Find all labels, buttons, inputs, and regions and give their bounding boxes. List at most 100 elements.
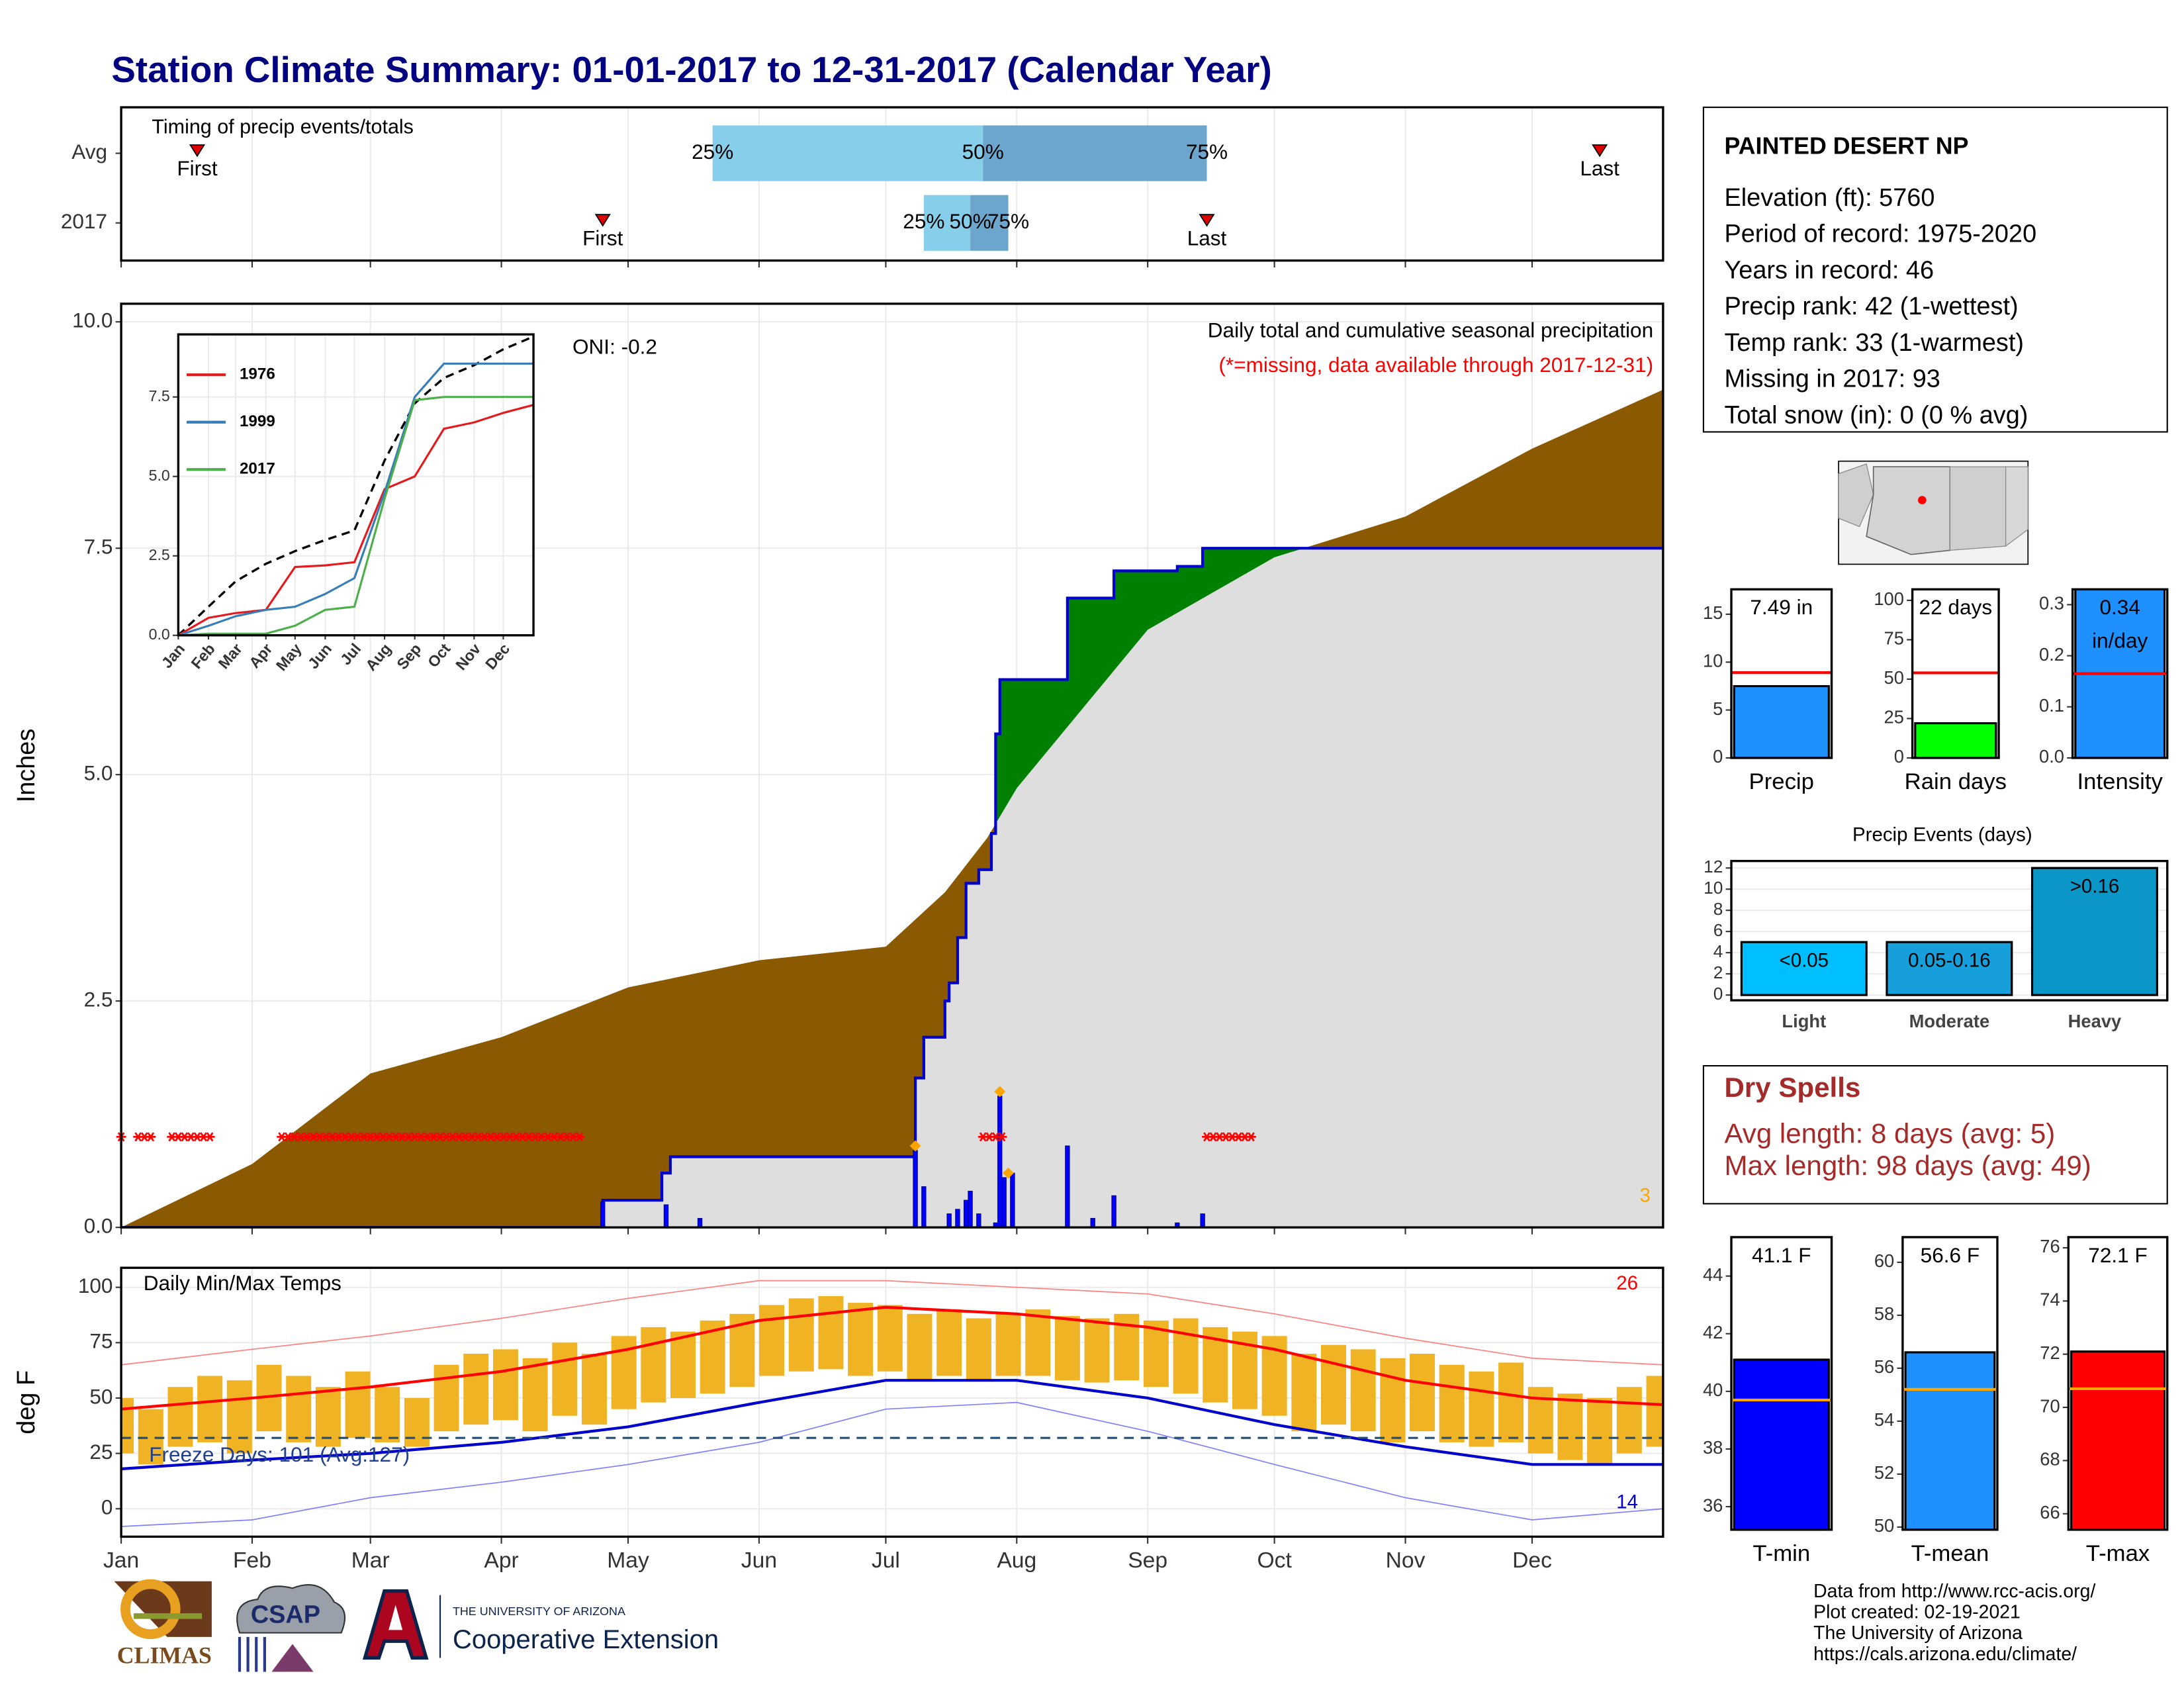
value-label: 22 days [1919, 596, 1993, 620]
daily-bar [663, 1204, 669, 1228]
daily-bar [1001, 1177, 1007, 1228]
arizona-logo: THE UNIVERSITY OF ARIZONA Cooperative Ex… [362, 1589, 719, 1660]
temp-range-bar [167, 1387, 193, 1447]
temp-range-bar [463, 1354, 489, 1425]
y-tick-label: 2.5 [149, 546, 170, 563]
temp-range-bar [1498, 1362, 1524, 1442]
value-label: 56.6 F [1920, 1244, 1980, 1268]
x-tick-label: Jan [103, 1548, 139, 1573]
y-tick-label: 52 [1874, 1462, 1894, 1483]
y-axis-title: deg F [13, 1370, 40, 1434]
y-tick-label: 10 [1704, 878, 1723, 898]
timing-bar [923, 195, 971, 251]
bar [1740, 941, 1868, 996]
missing-star [1246, 1132, 1256, 1142]
y-tick-label: 0 [1713, 746, 1723, 767]
temp-range-bar [1587, 1397, 1613, 1465]
series-line [178, 396, 534, 635]
temp-range-bar [1143, 1320, 1169, 1387]
timing-bar [983, 125, 1207, 181]
daily-bar [1065, 1145, 1070, 1228]
timing-label: First [582, 226, 623, 250]
temp-range-bar [138, 1409, 163, 1465]
timing-label: 50% [962, 140, 1004, 164]
temp-range-bar [1025, 1309, 1051, 1376]
temp-range-bar [670, 1331, 696, 1398]
plot-frame [2071, 588, 2169, 759]
y-tick-label: 0 [1713, 984, 1723, 1004]
climas-text: CLIMAS [117, 1642, 212, 1669]
extreme-marker [994, 1086, 1006, 1098]
timing-bar [712, 125, 983, 181]
daily-bar [600, 1201, 606, 1228]
y-tick-label: 10 [1703, 650, 1723, 671]
y-tick-label: 6 [1713, 920, 1723, 940]
y-tick-label: 36 [1703, 1495, 1723, 1515]
temp-range-bar [1410, 1354, 1435, 1432]
y-tick-label: 66 [2040, 1502, 2060, 1523]
daily-bar [697, 1217, 703, 1228]
missing-range [978, 1132, 1007, 1142]
plot-frame [120, 303, 1664, 1229]
temp-range-bar [226, 1380, 252, 1454]
y-tick-label: 40 [1703, 1380, 1723, 1400]
timing-bar [970, 195, 1009, 251]
y-tick-label: 2.5 [84, 988, 113, 1011]
bar-label: 0.05-0.16 [1908, 949, 1990, 971]
y-tick-label: 50 [1884, 667, 1904, 688]
x-tick-label: Nov [1386, 1548, 1426, 1573]
y-tick-label: 72 [2040, 1342, 2060, 1363]
y-tick-label: 7.5 [84, 535, 113, 559]
y-tick-label: 70 [2040, 1395, 2060, 1416]
temp-range-bar [1084, 1318, 1110, 1383]
value-label: 72.1 F [2088, 1244, 2148, 1268]
oni-label: ONI: -0.2 [572, 335, 657, 359]
chart-title: Precip Events (days) [1852, 824, 2032, 846]
missing-note: (*=missing, data available through 2017-… [1218, 353, 1653, 377]
station-line: Missing in 2017: 93 [1724, 365, 1940, 393]
plot-frame [1730, 1236, 1833, 1531]
locator-map [1838, 460, 2029, 565]
legend-label: 1999 [240, 412, 275, 430]
legend-label: 1976 [240, 365, 275, 383]
y-tick-label: 56 [1874, 1356, 1894, 1377]
bar [1886, 941, 2013, 996]
overlap-area [121, 548, 1663, 1228]
y-tick-label: 38 [1703, 1437, 1723, 1458]
temp-range-bar [1557, 1393, 1583, 1460]
x-tick-label: Jun [741, 1548, 777, 1573]
csap-logo: CSAP [236, 1584, 346, 1672]
timing-marker [189, 144, 206, 158]
station-line: Precip rank: 42 (1-wettest) [1724, 293, 2018, 320]
temp-range-bar [1321, 1344, 1347, 1425]
plot-frame [120, 1266, 1664, 1538]
temp-range-bar [1646, 1376, 1663, 1447]
x-tick-label: Mar [351, 1548, 390, 1573]
y-tick-label: 2 [1713, 962, 1723, 982]
y-tick-label: 0.0 [149, 626, 170, 643]
value-label-box: 0.34 in/day [2092, 596, 2148, 653]
station-box [1702, 107, 2168, 433]
daily-bar [913, 1150, 918, 1228]
extension-text: Cooperative Extension [453, 1625, 719, 1654]
temp-range-bar [492, 1349, 518, 1421]
missing-star [997, 1132, 1007, 1142]
plot-frame [1901, 1236, 1999, 1531]
value-label-box: 56.6 F [1920, 1244, 1980, 1268]
temp-range-bar [788, 1298, 814, 1372]
x-tick-label: Jul [872, 1548, 900, 1573]
series-line [178, 362, 534, 635]
y-tick-label: 100 [1874, 588, 1904, 609]
page-title: Station Climate Summary: 01-01-2017 to 1… [111, 49, 1271, 90]
temp-range-bar [582, 1354, 607, 1425]
plot-frame [1730, 588, 1833, 759]
temp-range-bar [877, 1305, 903, 1372]
bar [1914, 722, 1997, 758]
plot-frame [1911, 588, 2000, 759]
missing-range [277, 1132, 585, 1142]
temp-range-bar [1380, 1358, 1406, 1442]
daily-bar [946, 1213, 952, 1228]
timing-label: First [177, 156, 218, 180]
plot-frame [177, 333, 535, 637]
